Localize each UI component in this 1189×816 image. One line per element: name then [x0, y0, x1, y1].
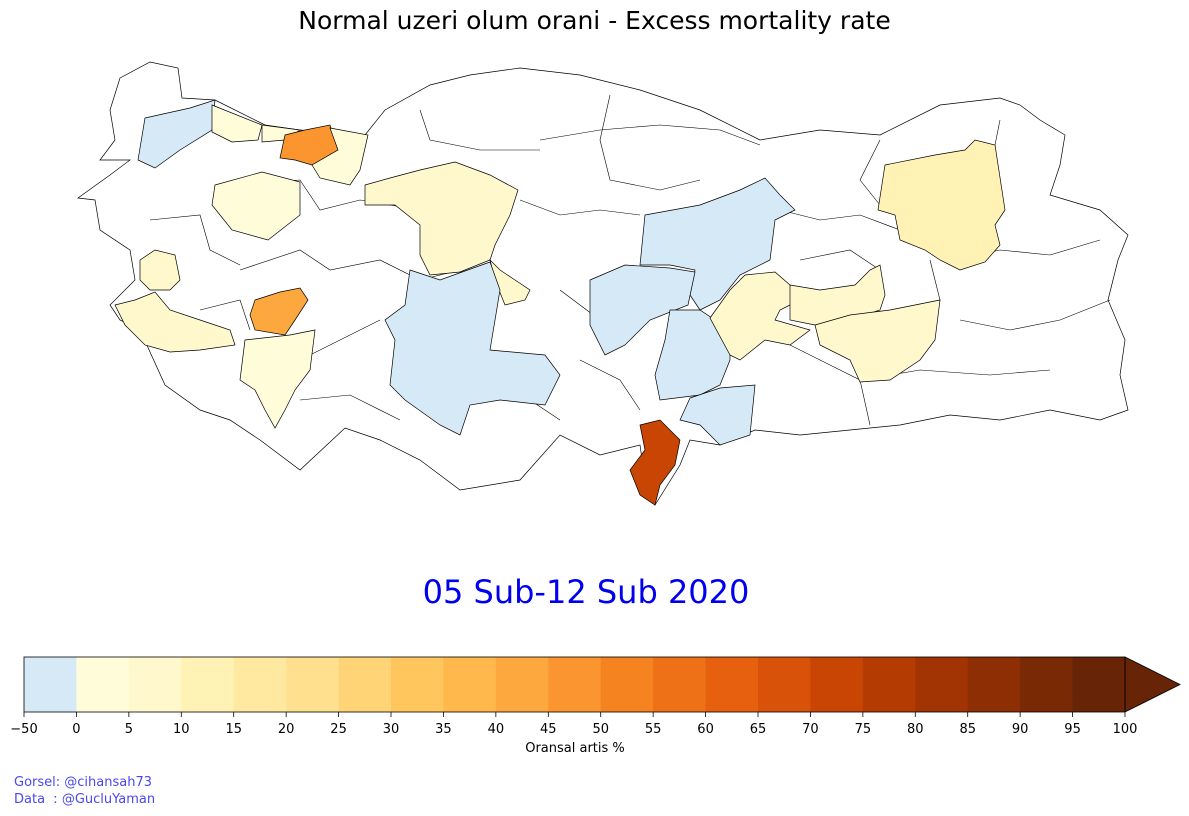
colorbar-tick-label: 5: [125, 722, 133, 737]
province-bursa: [211, 171, 301, 241]
colorbar-tick-label: 40: [488, 722, 505, 737]
colorbar-bin: [286, 657, 340, 712]
map-title: Normal uzeri olum orani - Excess mortali…: [298, 6, 891, 35]
colorbar-bin: [758, 657, 811, 712]
province-hatay: [629, 419, 681, 506]
colorbar-bin: [391, 657, 444, 712]
province-denizli: [239, 329, 316, 429]
colorbar-tick-label: 0: [72, 722, 80, 737]
colorbar-tick-label: 65: [750, 722, 767, 737]
colorbar-bin: [915, 657, 969, 712]
colorbar-bin: [600, 657, 654, 712]
colorbar-bin: [1072, 657, 1126, 712]
colorbar-tick-label: 35: [435, 722, 452, 737]
province-konya: [384, 261, 561, 436]
colorbar-bin: [653, 657, 707, 712]
colorbar: −50 0 5 10 15 20 25 30 35 40 45 50 55 60 65 70 75 80 85 90 9…: [10, 656, 1181, 737]
colorbar-tick-label: 20: [278, 722, 295, 737]
province-istanbul: [211, 104, 263, 143]
province-ankara: [364, 161, 519, 276]
colorbar-bin: [967, 657, 1021, 712]
colorbar-bin: [181, 657, 235, 712]
colorbar-bin: [233, 657, 287, 712]
colorbar-tick-label: 50: [592, 722, 609, 737]
colorbar-bin: [128, 657, 182, 712]
colorbar-tick-label: −50: [10, 722, 37, 737]
province-edirne: [137, 99, 216, 169]
colorbar-bin: [495, 657, 549, 712]
colorbar-bin: [705, 657, 759, 712]
colorbar-tick-label: 10: [173, 722, 190, 737]
credit-visual: Gorsel: @cihansah73: [14, 775, 152, 790]
province-afyon: [249, 287, 309, 336]
colorbar-bin: [443, 657, 497, 712]
colorbar-label: Oransal artis %: [525, 741, 625, 756]
province-kirsehir: [589, 264, 696, 356]
colorbar-bin: [76, 657, 130, 712]
province-manisa: [139, 249, 181, 291]
colorbar-tick-label: 45: [540, 722, 557, 737]
province-elazig: [789, 264, 886, 326]
province-duzce: [311, 127, 369, 186]
province-kayseri-sivas: [639, 177, 796, 311]
turkey-province-map: [77, 61, 1129, 506]
colorbar-bin: [548, 657, 602, 712]
colorbar-bin: [862, 657, 916, 712]
colorbar-tick-label: 90: [1012, 722, 1029, 737]
colorbar-bin: [810, 657, 864, 712]
credit-data: Data : @GucluYaman: [14, 792, 156, 807]
province-diyarbakir: [814, 299, 941, 383]
colorbar-bin: [1020, 657, 1074, 712]
date-range-label: 05 Sub-12 Sub 2020: [422, 573, 750, 611]
colorbar-tick-label: 100: [1113, 722, 1138, 737]
colorbar-tick-label: 70: [802, 722, 819, 737]
colorbar-tick-label: 80: [907, 722, 924, 737]
province-osmaniye: [679, 384, 756, 446]
colorbar-tick-label: 55: [645, 722, 662, 737]
colorbar-tick-label: 25: [330, 722, 347, 737]
colorbar-bin: [24, 657, 77, 712]
colorbar-tick-label: 15: [225, 722, 242, 737]
colorbar-extend-arrow: [1124, 656, 1181, 713]
colorbar-tick-label: 60: [697, 722, 714, 737]
province-izmir: [114, 291, 236, 353]
colorbar-bin: [338, 657, 392, 712]
province-malatya: [709, 271, 811, 361]
colorbar-tick-label: 30: [383, 722, 400, 737]
colorbar-tick-label: 95: [1064, 722, 1081, 737]
colorbar-tick-label: 85: [959, 722, 976, 737]
province-erzurum: [877, 139, 1006, 271]
colorbar-tick-label: 75: [855, 722, 872, 737]
